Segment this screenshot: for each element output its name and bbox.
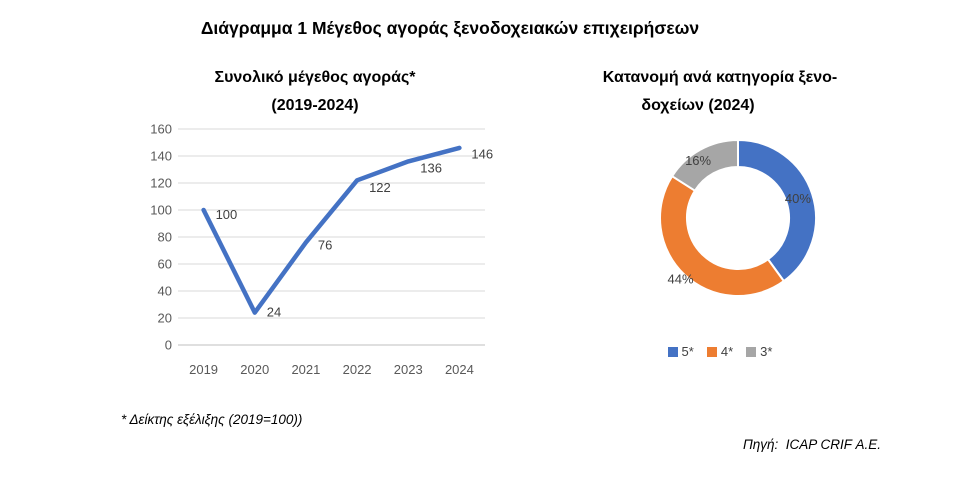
- x-axis-tick-label: 2020: [240, 362, 269, 377]
- slice-percent-label: 16%: [685, 153, 711, 168]
- source-note: Πηγή: ICAP CRIF Α.Ε.: [743, 437, 882, 452]
- legend-label: 3*: [760, 344, 773, 359]
- legend-swatch: [746, 346, 757, 357]
- x-axis-tick-label: 2019: [189, 362, 218, 377]
- slice-percent-label: 40%: [785, 191, 811, 206]
- data-label: 76: [318, 237, 332, 252]
- data-label: 146: [471, 146, 493, 161]
- donut-slice-3*: [671, 139, 739, 192]
- y-axis-tick-label: 20: [158, 311, 172, 326]
- data-label: 100: [216, 207, 238, 222]
- y-axis-tick-label: 80: [158, 230, 172, 245]
- legend-swatch: [667, 346, 678, 357]
- legend-item-5*: 5*: [667, 344, 694, 359]
- line-chart-panel: Συνολικό μέγεθος αγοράς* (2019-2024) 0 20…: [120, 64, 510, 394]
- x-axis-tick-label: 2021: [291, 362, 320, 377]
- y-axis-tick-label: 120: [150, 176, 172, 191]
- donut-chart-title-line1: Κατανομή ανά κατηγορία ξενο-: [602, 69, 838, 86]
- data-label: 136: [420, 160, 442, 175]
- line-chart-title: Συνολικό μέγεθος αγοράς* (2019-2024): [120, 64, 510, 120]
- slice-percent-label: 44%: [667, 272, 693, 287]
- data-label: 24: [267, 305, 281, 320]
- donut-chart: 40% 44% 16%: [659, 139, 817, 297]
- y-axis-tick-label: 60: [158, 257, 172, 272]
- donut-slice-5*: [737, 139, 817, 283]
- y-axis-tick-label: 40: [158, 284, 172, 299]
- y-axis-tick-label: 0: [165, 338, 172, 353]
- data-label: 122: [369, 180, 391, 195]
- y-axis-tick-label: 140: [150, 149, 172, 164]
- legend-item-3*: 3*: [746, 344, 772, 359]
- x-axis-tick-label: 2022: [343, 362, 372, 377]
- y-axis-tick-label: 100: [150, 203, 172, 218]
- trend-line: [201, 145, 462, 315]
- x-axis-tick-label: 2023: [394, 362, 423, 377]
- legend-label: 5*: [681, 344, 694, 359]
- donut-chart-title: Κατανομή ανά κατηγορία ξενο- δοχείων (20…: [545, 64, 895, 120]
- donut-slice-4*: [659, 175, 785, 297]
- legend-label: 4*: [720, 344, 734, 359]
- y-axis-tick-label: 160: [150, 122, 172, 137]
- donut-chart-title-line2: δοχείων (2024): [641, 97, 755, 114]
- legend-swatch: [706, 346, 717, 357]
- donut-legend: 5* 4* 3*: [545, 344, 895, 359]
- line-chart-title-line1: Συνολικό μέγεθος αγοράς*: [214, 69, 416, 86]
- figure-title: Διάγραμμα 1 Μέγεθος αγοράς ξενοδοχειακών…: [200, 18, 700, 38]
- legend-item-4*: 4*: [706, 344, 734, 359]
- line-chart-title-line2: (2019-2024): [271, 97, 359, 114]
- donut-chart-panel: Κατανομή ανά κατηγορία ξενο- δοχείων (20…: [545, 64, 895, 374]
- index-footnote: * Δείκτης εξέλιξης (2019=100)): [121, 412, 303, 427]
- line-chart: 0 20 40 60 80 100 120 140 160 2019 2020 2021 2022 202…: [150, 122, 493, 377]
- x-axis-tick-label: 2024: [445, 362, 474, 377]
